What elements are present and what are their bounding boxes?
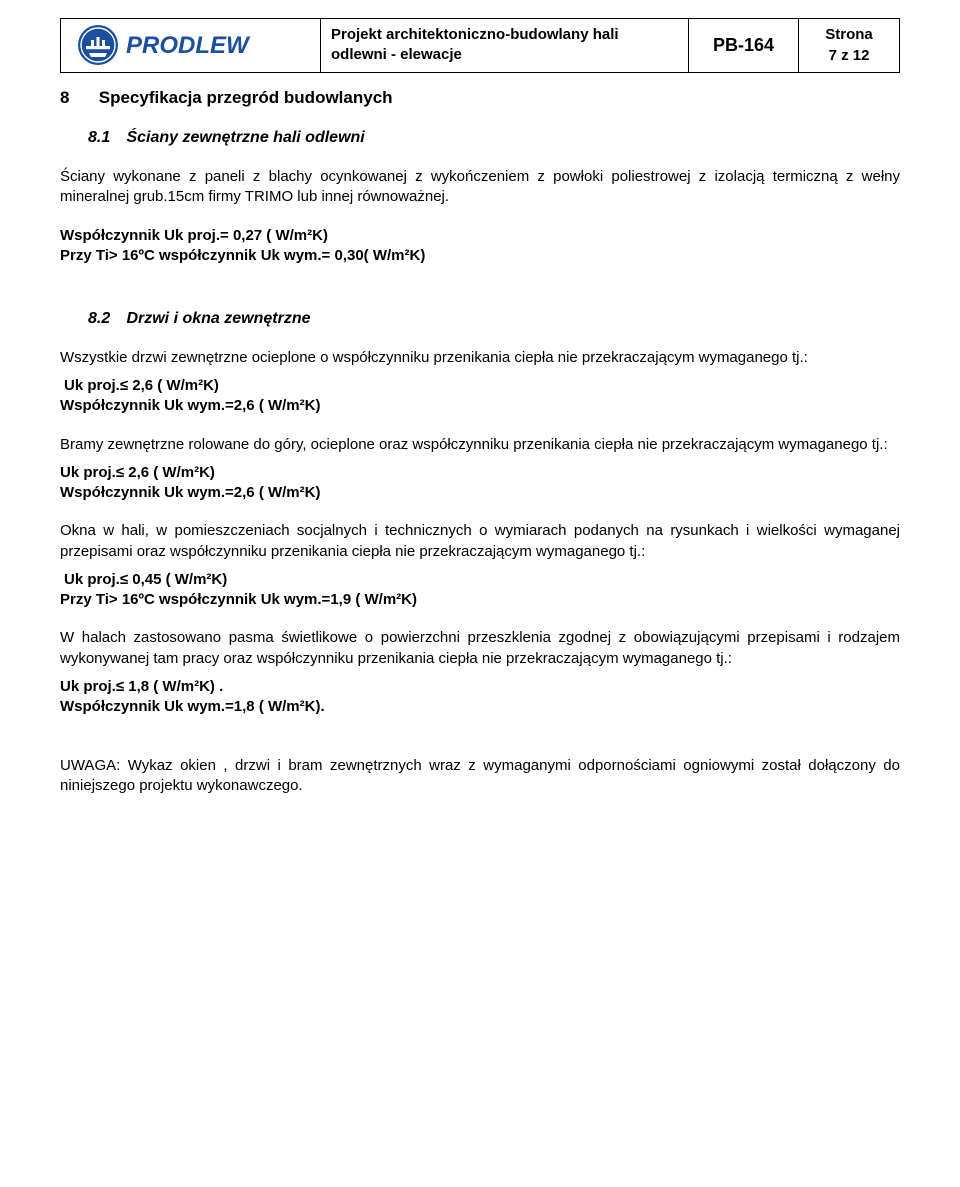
section-8-2-num: 8.2 [88,308,122,330]
s81-uk-wym: Przy Ti> 16ºC współczynnik Uk wym.= 0,30… [60,246,900,266]
s81-coefficients: Współczynnik Uk proj.= 0,27 ( W/m²K) Prz… [60,226,900,267]
s82-skylights-uk-proj: Uk proj.≤ 1,8 ( W/m²K) . [60,677,900,697]
s81-paragraph: Ściany wykonane z paneli z blachy ocynko… [60,167,900,208]
page-indicator: Strona 7 z 12 [799,19,899,72]
s82-gates-uk-wym: Współczynnik Uk wym.=2,6 ( W/m²K) [60,483,900,503]
document-title: Projekt architektoniczno-budowlany hali … [321,19,689,72]
page-value: 7 z 12 [829,45,870,66]
document-header: PRODLEW Projekt architektoniczno-budowla… [60,18,900,73]
document-title-text: Projekt architektoniczno-budowlany hali … [331,25,678,66]
logo-wordmark-icon: PRODLEW [126,32,306,58]
logo-wordmark-text: PRODLEW [126,32,251,58]
section-8-title: Specyfikacja przegród budowlanych [99,88,393,107]
s82-gates-uk-proj: Uk proj.≤ 2,6 ( W/m²K) [60,463,900,483]
document-code-text: PB-164 [713,33,774,57]
section-8-num: 8 [60,87,94,110]
section-8-1-title: Ściany zewnętrzne hali odlewni [126,129,364,146]
s82-note: UWAGA: Wykaz okien , drzwi i bram zewnęt… [60,756,900,797]
section-8-2-heading: 8.2 Drzwi i okna zewnętrzne [60,308,900,330]
section-8-2-title: Drzwi i okna zewnętrzne [126,310,310,327]
s82-gates-text: Bramy zewnętrzne rolowane do góry, ociep… [60,435,900,455]
s82-doors-uk-proj: Uk proj.≤ 2,6 ( W/m²K) [60,376,900,396]
company-logo-cell: PRODLEW [61,19,321,72]
s82-skylights-block: W halach zastosowano pasma świetlikowe o… [60,628,900,717]
s82-windows-block: Okna w hali, w pomieszczeniach socjalnyc… [60,521,900,610]
page-label: Strona [825,24,873,45]
logo-emblem-icon [76,23,120,67]
s82-windows-text: Okna w hali, w pomieszczeniach socjalnyc… [60,521,900,562]
s82-doors-uk-wym: Współczynnik Uk wym.=2,6 ( W/m²K) [60,396,900,416]
document-code: PB-164 [689,19,799,72]
section-8-heading: 8 Specyfikacja przegród budowlanych [60,87,900,110]
s82-gates-block: Bramy zewnętrzne rolowane do góry, ociep… [60,435,900,504]
section-8-1-body: Ściany wykonane z paneli z blachy ocynko… [60,167,900,208]
s82-skylights-text: W halach zastosowano pasma świetlikowe o… [60,628,900,669]
s82-windows-uk-proj: Uk proj.≤ 0,45 ( W/m²K) [60,570,900,590]
section-8-1-heading: 8.1 Ściany zewnętrzne hali odlewni [60,127,900,149]
s82-skylights-uk-wym: Współczynnik Uk wym.=1,8 ( W/m²K). [60,697,900,717]
section-8-1-num: 8.1 [88,127,122,149]
s81-uk-proj: Współczynnik Uk proj.= 0,27 ( W/m²K) [60,226,900,246]
s82-doors-text: Wszystkie drzwi zewnętrzne ocieplone o w… [60,348,900,368]
s82-doors-block: Wszystkie drzwi zewnętrzne ocieplone o w… [60,348,900,417]
s82-windows-uk-wym: Przy Ti> 16ºC współczynnik Uk wym.=1,9 (… [60,590,900,610]
